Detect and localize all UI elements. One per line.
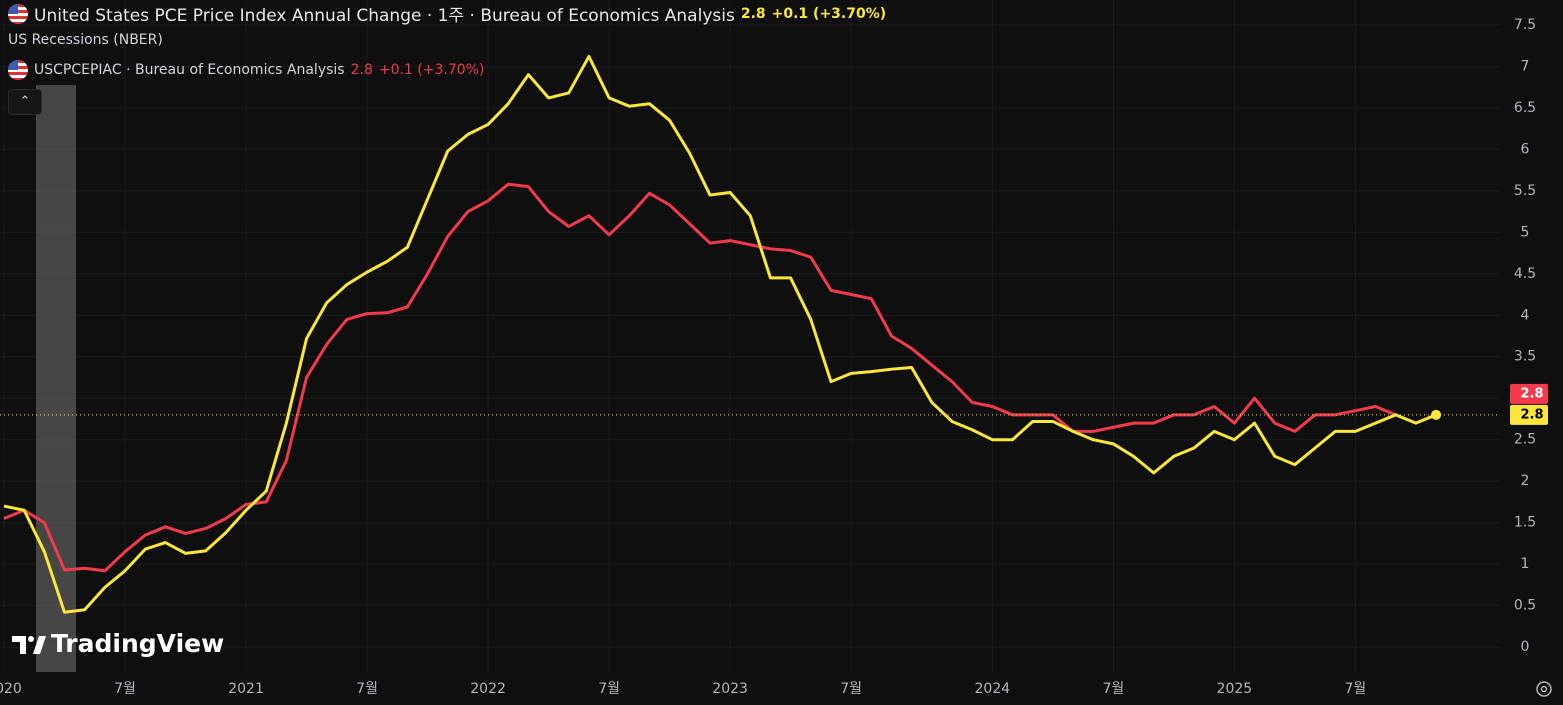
x-tick-label: 7월	[598, 681, 620, 697]
series-line	[3, 182, 1397, 573]
y-tick-label: 5.5	[1514, 183, 1536, 199]
y-tick-label: 3.5	[1514, 349, 1536, 365]
recession-band	[36, 85, 76, 672]
change: +0.1 (+3.70%)	[771, 5, 887, 22]
x-tick-label: 2021	[228, 681, 264, 697]
x-tick-label: 7월	[356, 681, 378, 697]
last-value: 2.8	[350, 62, 373, 78]
settings-icon[interactable]	[1536, 681, 1552, 697]
series-name: United States PCE Price Index Annual Cha…	[34, 6, 735, 26]
y-tick-label: 1	[1521, 556, 1530, 572]
tradingview-logo	[12, 636, 46, 654]
x-tick-label: 7월	[114, 681, 136, 697]
recession-label: US Recessions (NBER)	[8, 32, 163, 48]
y-tick-label: 5	[1521, 224, 1530, 240]
x-tick-label: 2024	[975, 681, 1011, 697]
price-label-box	[1510, 383, 1548, 404]
y-tick-label: 4	[1521, 307, 1530, 323]
y-tick-label: 6.5	[1514, 100, 1536, 116]
watermark: TradingView	[51, 629, 224, 658]
flag-icon	[8, 3, 28, 24]
y-tick-label: 4.5	[1514, 266, 1536, 282]
flag-icon	[8, 60, 28, 80]
main-legend: United States PCE Price Index Annual Cha…	[8, 1, 886, 26]
last-point	[1431, 409, 1442, 420]
change: +0.1 (+3.70%)	[378, 62, 485, 78]
price-label: 2.8	[1520, 407, 1543, 422]
y-tick-label: 2	[1521, 473, 1530, 489]
x-tick-label: 7월	[840, 681, 862, 697]
x-tick-label: 2025	[1217, 681, 1253, 697]
y-tick-label: 1.5	[1514, 515, 1536, 531]
y-tick-label: 6	[1521, 141, 1530, 157]
x-tick-label: 2020	[0, 681, 22, 697]
x-tick-label: 7월	[1102, 681, 1124, 697]
y-tick-label: 7	[1521, 58, 1530, 74]
last-value: 2.8	[740, 5, 766, 22]
y-tick-label: 0.5	[1514, 598, 1536, 614]
compare-legend: USCPCEPIAC · Bureau of Economics Analysi…	[8, 60, 484, 80]
price-label-box	[1510, 404, 1548, 425]
x-tick-label: 2022	[470, 681, 506, 697]
x-tick-label: 2023	[712, 681, 748, 697]
y-tick-label: 0	[1521, 639, 1530, 655]
series-name: USCPCEPIAC · Bureau of Economics Analysi…	[34, 62, 345, 78]
y-tick-label: 7.5	[1514, 17, 1536, 33]
price-label: 2.8	[1520, 386, 1543, 401]
series-line	[3, 54, 1437, 614]
y-tick-label: 2.5	[1514, 432, 1536, 448]
recession-legend: US Recessions (NBER)	[8, 32, 163, 48]
x-tick-label: 7월	[1344, 681, 1366, 697]
collapse-button[interactable]: ⌃	[8, 89, 42, 115]
